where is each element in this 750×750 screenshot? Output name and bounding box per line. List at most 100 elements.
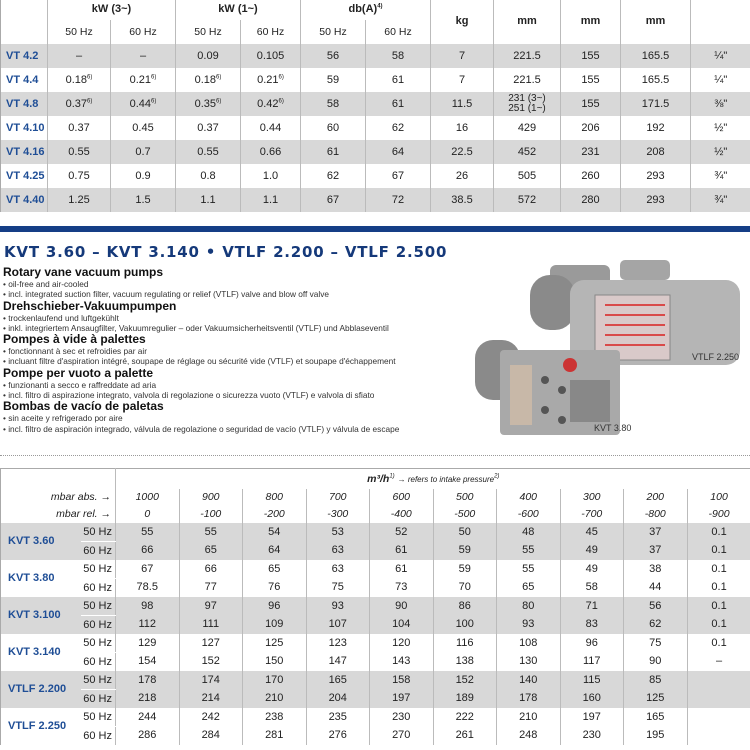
flow-value: 53 xyxy=(305,522,370,541)
cell-db50: 67 xyxy=(300,188,366,212)
flow-value: 0.1 xyxy=(686,596,750,615)
cell-kw1_50: 0.356) xyxy=(175,92,241,116)
cell-db50: 60 xyxy=(300,116,366,140)
cell-kg: 16 xyxy=(430,116,494,140)
flow-value: 174 xyxy=(178,670,243,689)
flow-value: 52 xyxy=(369,522,433,541)
flow-value: 0.1 xyxy=(686,615,750,634)
hz-60: 60 Hz xyxy=(240,20,301,44)
flow-value: 67 xyxy=(115,559,179,578)
model-name: KVT 3.100 xyxy=(0,596,81,634)
flow-value: 125 xyxy=(242,633,306,652)
flow-value: 66 xyxy=(178,559,243,578)
hz-60: 60 Hz xyxy=(365,20,431,44)
mbar-rel-label: mbar rel. → xyxy=(0,505,116,523)
flow-value: 38 xyxy=(623,559,687,578)
flow-value: 129 xyxy=(115,633,179,652)
table-row: 60 Hz 78.5 77 76 75 73 70 65 58 44 0.1 xyxy=(1,578,750,597)
cell-db50: 61 xyxy=(300,140,366,164)
flow-value: 152 xyxy=(432,670,497,689)
kw3-header: kW (3~) xyxy=(47,0,176,20)
description-bullet: • fonctionnant à sec et refroidies par a… xyxy=(3,346,148,357)
flow-value: 78.5 xyxy=(115,578,179,597)
flow-value: 55 xyxy=(178,522,243,541)
flow-value: 276 xyxy=(305,726,370,745)
cell-kw1_50: 0.55 xyxy=(175,140,241,164)
flow-value: 115 xyxy=(559,670,624,689)
flow-value: 178 xyxy=(496,689,560,708)
model-name: KVT 3.80 xyxy=(0,559,81,597)
flow-value: 248 xyxy=(496,726,560,745)
flow-value: 75 xyxy=(623,633,687,652)
flow-value: 49 xyxy=(559,541,624,560)
motor-specs-table: kW (3~) kW (1~) db(A)4) kg mm mm mm 50 Hz 60 Hz… xyxy=(0,0,750,212)
flow-value: 154 xyxy=(115,652,179,671)
cell-db60: 67 xyxy=(365,164,431,188)
model-name: VTLF 2.250 xyxy=(0,707,81,745)
flow-value: 59 xyxy=(432,541,497,560)
cell-db60: 58 xyxy=(365,44,431,68)
frequency-label: 50 Hz xyxy=(80,670,116,690)
description-heading: Rotary vane vacuum pumps xyxy=(3,265,164,279)
flow-value: 284 xyxy=(178,726,243,745)
mm-header: mm xyxy=(493,0,561,44)
cell-h: 171.5 xyxy=(620,92,691,116)
flow-value: 50 xyxy=(432,522,497,541)
flow-unit-header: m³/h1) → refers to intake pressure2) xyxy=(114,468,750,489)
model-name: VT 4.2 xyxy=(0,44,48,68)
pressure-abs: 900 xyxy=(178,488,243,506)
table-row: KVT 3.140 50 Hz 129 127 125 123 120 116 108 96 75 0… xyxy=(0,633,750,671)
flow-value: 107 xyxy=(305,615,370,634)
cell-kw1_50: 0.8 xyxy=(175,164,241,188)
flow-value: 77 xyxy=(178,578,243,597)
section-divider-bar xyxy=(0,226,750,232)
flow-value: 90 xyxy=(369,596,433,615)
mm-header: mm xyxy=(560,0,621,44)
cell-kw1_60: 0.44 xyxy=(240,116,301,140)
flow-value: 63 xyxy=(305,559,370,578)
flow-value: 123 xyxy=(305,633,370,652)
cell-conn: ¼" xyxy=(690,44,750,68)
cell-l: 452 xyxy=(493,140,561,164)
description-bullet: • incluant filtre d'aspiration intégré, … xyxy=(3,356,396,367)
pressure-rel: -500 xyxy=(432,505,497,523)
flow-value: 286 xyxy=(115,726,179,745)
cell-l: 429 xyxy=(493,116,561,140)
frequency-label: 60 Hz xyxy=(80,689,116,708)
pressure-rel: -400 xyxy=(369,505,433,523)
table-row: 60 Hz 286 284 281 276 270 261 248 230 195 xyxy=(1,726,750,745)
pressure-abs: 800 xyxy=(242,488,306,506)
frequency-label: 60 Hz xyxy=(80,541,116,560)
flow-value: 170 xyxy=(242,670,306,689)
flow-value: 143 xyxy=(369,652,433,671)
pump-product-image xyxy=(470,240,750,440)
frequency-label: 60 Hz xyxy=(83,581,112,594)
cell-kw3_60: 0.7 xyxy=(110,140,176,164)
description-bullet: • incl. filtro di aspirazione integrato,… xyxy=(3,390,375,401)
table-row: KVT 3.80 50 Hz 67 66 65 63 61 59 55 49 38 0.1 xyxy=(0,559,750,597)
flow-value: 0.1 xyxy=(686,522,750,541)
description-heading: Pompes à vide à palettes xyxy=(3,332,146,347)
description-heading: Pompe per vuoto a palette xyxy=(3,365,154,380)
flow-value: 218 xyxy=(115,689,179,708)
flow-value: 83 xyxy=(559,615,624,634)
divider xyxy=(0,455,750,456)
flow-value: 0.1 xyxy=(686,541,750,560)
flow-value: 90 xyxy=(623,652,687,671)
cell-kw1_50: 1.1 xyxy=(175,188,241,212)
cell-kw3_50: 0.376) xyxy=(47,92,111,116)
flow-value: 281 xyxy=(242,726,306,745)
description-bullet: • funzionanti a secco e raffreddate ad a… xyxy=(3,379,157,390)
flow-value: 150 xyxy=(242,652,306,671)
flow-value: 37 xyxy=(623,522,687,541)
flow-value: 210 xyxy=(496,707,560,726)
flow-value: 0.1 xyxy=(686,633,750,652)
flow-value: 104 xyxy=(369,615,433,634)
mbar-abs-label: mbar abs. → xyxy=(0,488,116,506)
cell-kw3_60: 0.45 xyxy=(110,116,176,140)
cell-kg: 38.5 xyxy=(430,188,494,212)
flow-value: 152 xyxy=(178,652,243,671)
kg-header: kg xyxy=(430,0,494,44)
cell-kw3_50: 0.75 xyxy=(47,164,111,188)
hz-60: 60 Hz xyxy=(110,20,176,44)
